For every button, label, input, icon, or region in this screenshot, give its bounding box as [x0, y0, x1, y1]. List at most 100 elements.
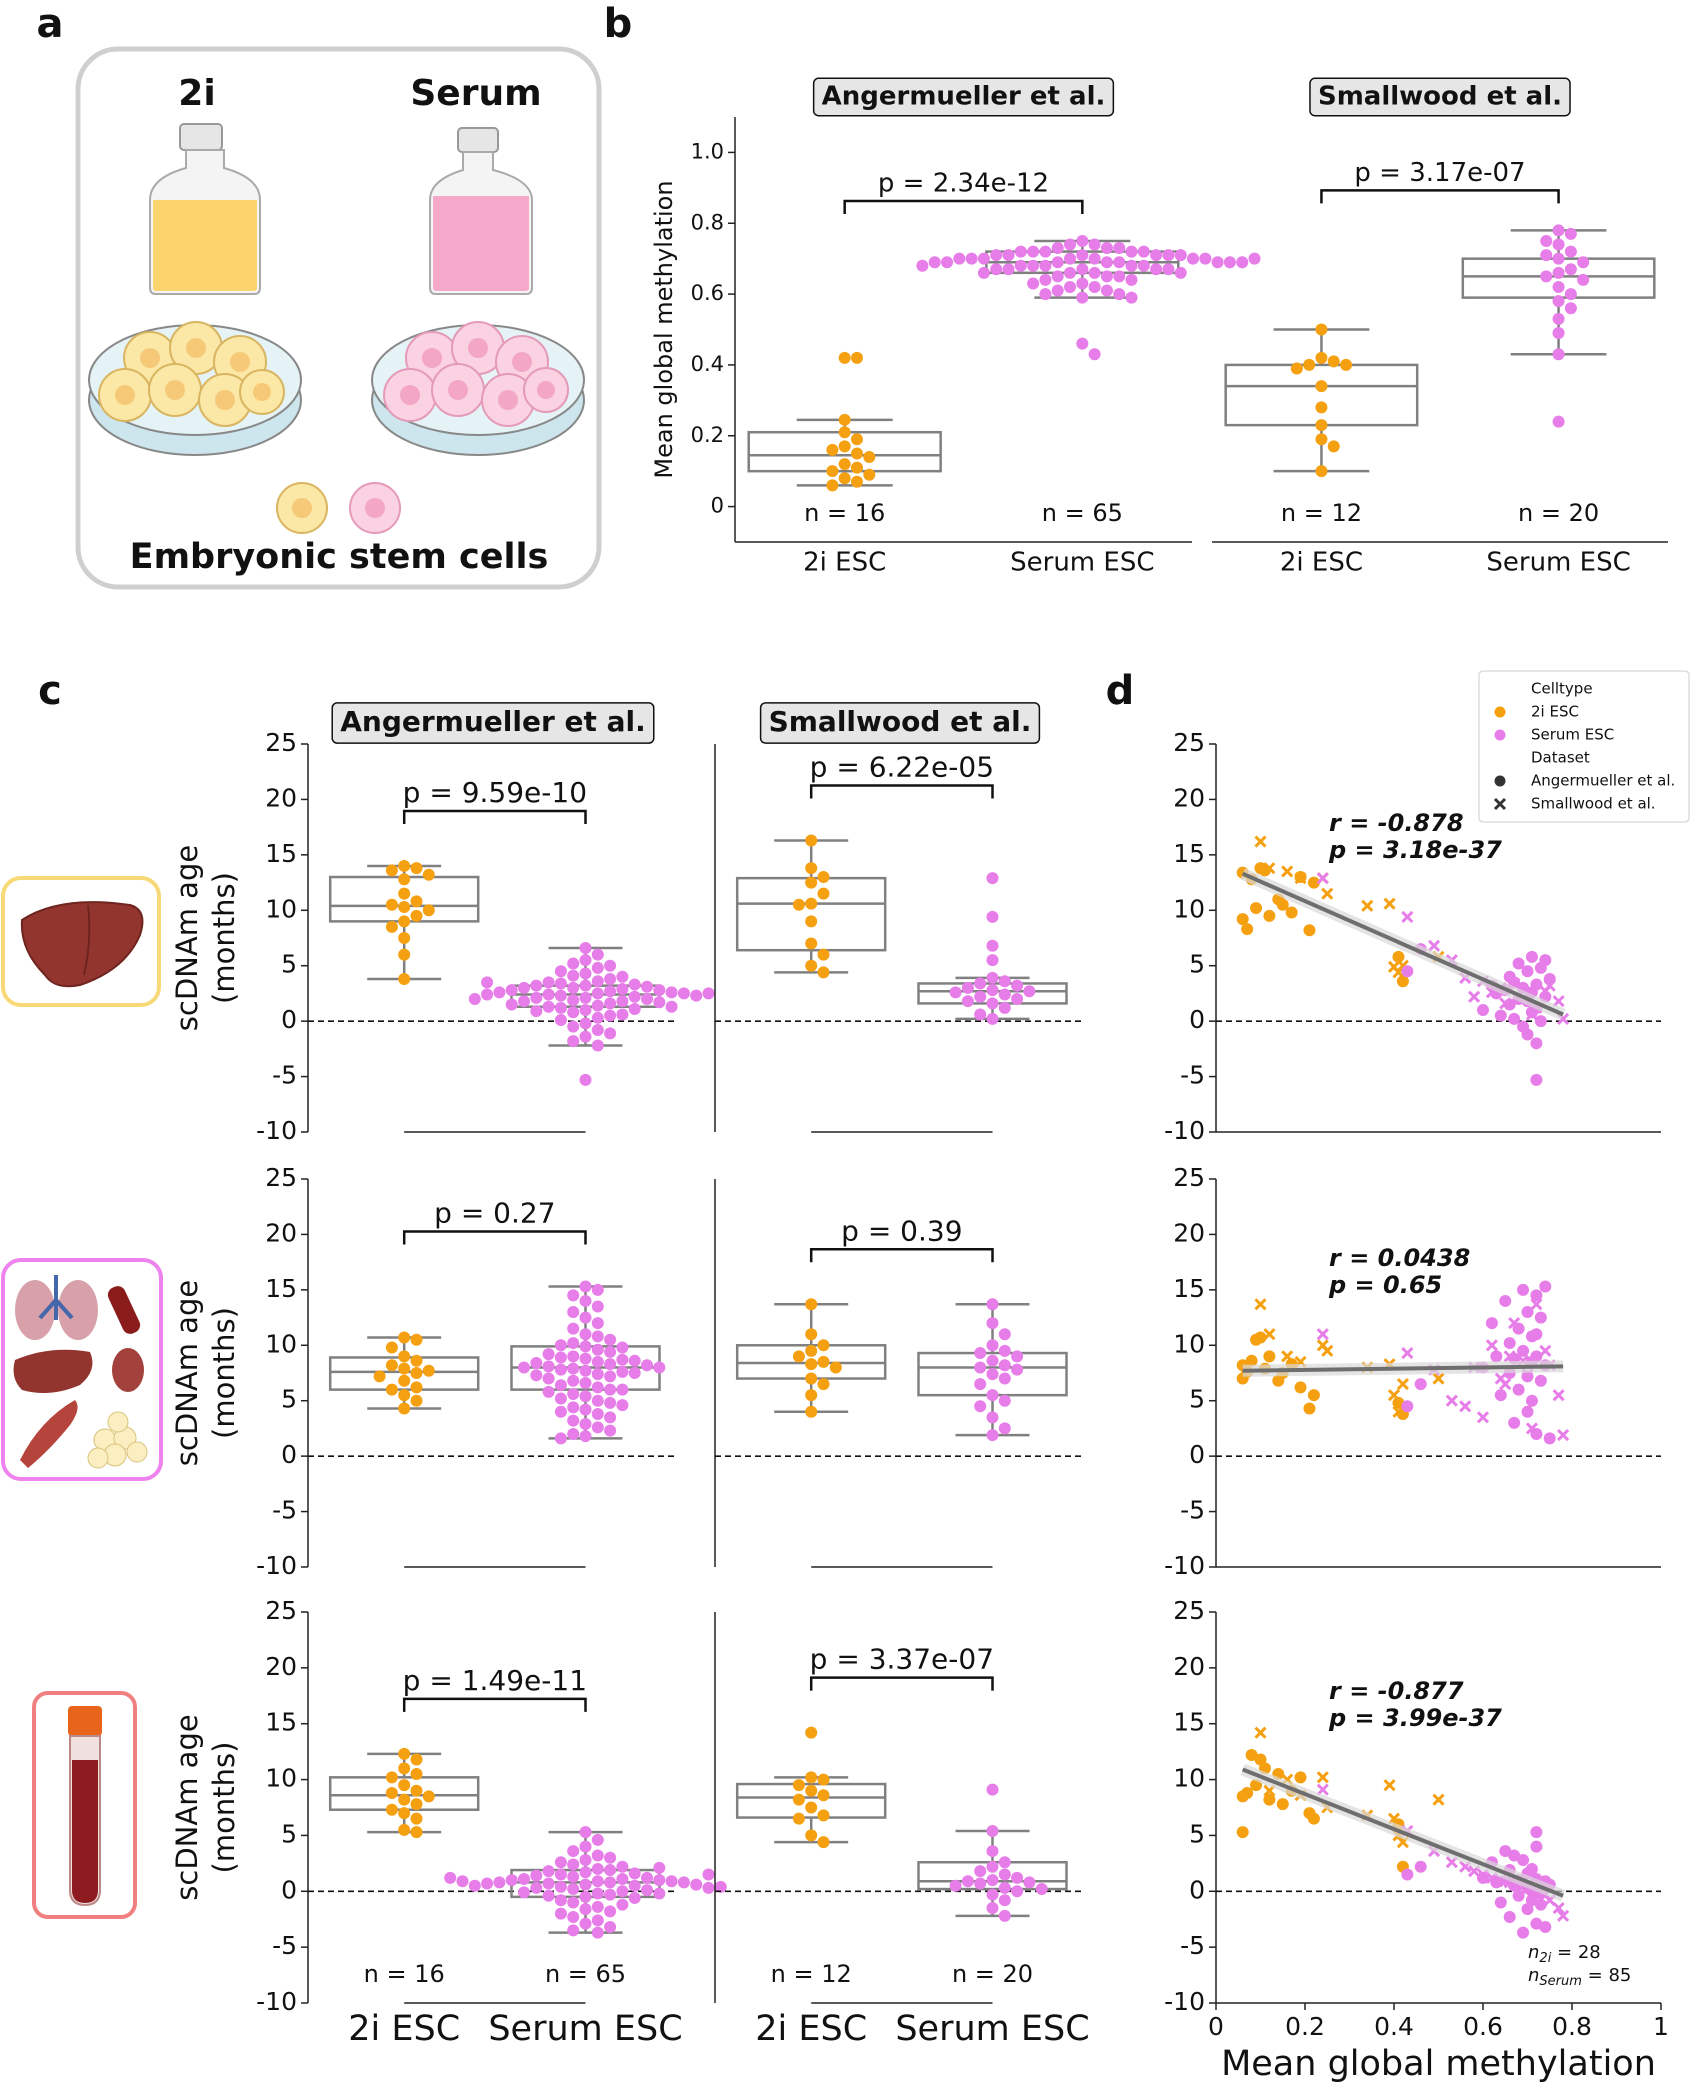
fit-line	[1242, 1364, 1564, 1373]
y-tick-label: 20	[1173, 1652, 1205, 1681]
subplot-title: Smallwood et al.	[769, 705, 1032, 738]
point	[567, 1350, 580, 1363]
point	[1494, 1896, 1507, 1909]
point	[1321, 887, 1334, 900]
legend-box	[1478, 670, 1690, 823]
point	[998, 1328, 1011, 1341]
y-tick-label: -5	[1180, 1496, 1205, 1525]
point	[579, 1280, 592, 1293]
point	[817, 948, 830, 961]
point	[591, 999, 604, 1012]
point	[1396, 1378, 1409, 1391]
point	[1263, 862, 1276, 875]
point	[792, 1812, 805, 1825]
point	[998, 1856, 1011, 1869]
point	[518, 1361, 530, 1374]
point	[579, 1073, 592, 1086]
point	[805, 937, 818, 950]
point	[1321, 1344, 1334, 1357]
point	[1552, 327, 1565, 340]
point	[817, 1355, 830, 1368]
point	[481, 976, 494, 989]
point	[641, 1359, 653, 1372]
point	[941, 256, 954, 269]
point	[805, 1328, 818, 1341]
y-tick-label: 0	[281, 1875, 297, 1904]
point	[986, 1411, 999, 1424]
point	[616, 1008, 629, 1021]
point	[542, 988, 555, 1001]
point	[1281, 865, 1294, 878]
point	[591, 1330, 604, 1343]
point	[1564, 227, 1577, 240]
point	[1552, 415, 1565, 428]
point	[518, 1886, 530, 1899]
point	[444, 1871, 457, 1884]
point	[604, 1358, 617, 1371]
point	[554, 1432, 567, 1445]
y-tick-label: 0.6	[691, 281, 724, 305]
point	[567, 1924, 580, 1937]
subplot-title: Angermueller et al.	[822, 82, 1106, 112]
y-tick-label: 0	[1189, 1875, 1205, 1904]
point	[1494, 1009, 1507, 1022]
legend-label: Angermueller et al.	[1531, 772, 1675, 790]
panel-label: c	[38, 668, 62, 714]
n-symbol: n	[1528, 1965, 1539, 1986]
point	[398, 1807, 411, 1820]
point	[410, 895, 423, 908]
point	[398, 873, 411, 886]
point	[567, 1414, 580, 1427]
point	[850, 351, 863, 364]
point	[1211, 256, 1224, 269]
point	[604, 1027, 617, 1040]
point	[1340, 358, 1353, 371]
point	[850, 433, 863, 446]
point	[998, 1344, 1011, 1357]
point	[567, 1322, 580, 1335]
point	[591, 1368, 604, 1381]
n-symbol: n	[1528, 1942, 1539, 1963]
y-tick-label: 20	[1173, 1218, 1205, 1247]
point	[1564, 288, 1577, 301]
point	[986, 971, 999, 984]
point	[1236, 913, 1249, 926]
point	[826, 479, 839, 492]
point	[641, 980, 653, 993]
point	[949, 986, 962, 999]
point	[554, 965, 567, 978]
point	[591, 1300, 604, 1313]
bottle-2i	[149, 123, 261, 295]
point	[591, 1011, 604, 1024]
point	[1150, 263, 1163, 276]
point	[1150, 249, 1163, 262]
point	[1552, 281, 1565, 293]
point	[1263, 1793, 1276, 1806]
point	[1485, 1339, 1498, 1352]
point	[1064, 281, 1077, 293]
point	[493, 986, 506, 999]
y-tick-label: 10	[265, 1764, 297, 1793]
point	[385, 1786, 398, 1799]
point	[1543, 1432, 1556, 1445]
point	[1316, 1771, 1329, 1784]
point	[986, 910, 999, 923]
point	[974, 1361, 987, 1374]
point	[567, 1362, 580, 1375]
point	[1525, 1422, 1539, 1435]
point	[604, 1396, 617, 1409]
point	[1552, 252, 1565, 265]
point	[518, 1872, 530, 1885]
point	[385, 1341, 398, 1354]
point	[1540, 249, 1553, 262]
x-tick-label: 0.8	[1552, 2012, 1592, 2041]
point	[805, 915, 818, 928]
point	[1051, 284, 1064, 297]
n-label: n = 20	[1518, 499, 1599, 527]
point	[398, 900, 411, 913]
point	[1241, 923, 1254, 936]
point	[665, 986, 678, 999]
point	[1076, 337, 1089, 350]
n-subscript: Serum	[1539, 1974, 1582, 1989]
point	[579, 1294, 592, 1307]
